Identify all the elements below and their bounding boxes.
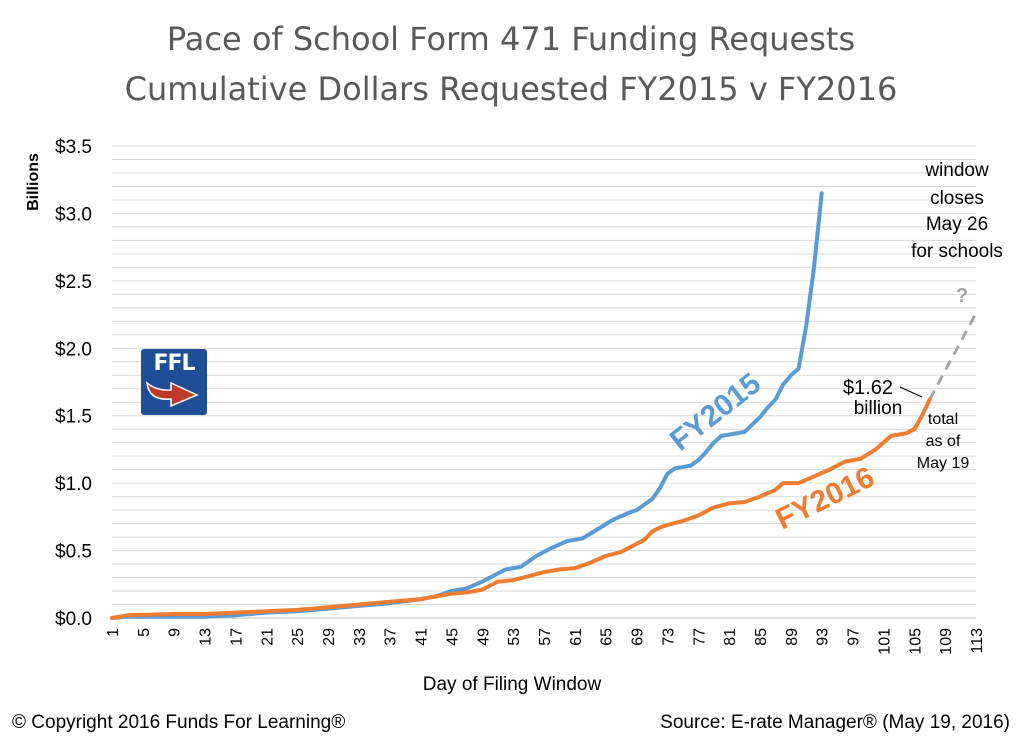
x-tick-label: 105 [907, 628, 924, 655]
ffl-logo-arrow-icon [146, 381, 199, 408]
current-value-label: $1.62 [843, 377, 893, 399]
y-tick-label: $0.5 [55, 542, 92, 563]
x-tick-label: 89 [784, 628, 801, 646]
y-tick-label: $2.5 [55, 272, 92, 293]
x-tick-label: 77 [691, 628, 708, 646]
as-of-note-line: as of [926, 433, 961, 450]
x-tick-label: 97 [846, 628, 863, 646]
x-tick-label: 69 [630, 628, 647, 646]
window-close-note-line: window [924, 160, 989, 181]
y-axis-title: Billions [25, 153, 42, 211]
y-tick-label: $1.0 [55, 474, 92, 495]
y-tick-label: $3.5 [55, 137, 92, 158]
x-tick-label: 93 [815, 628, 832, 646]
source-note: Source: E-rate Manager® (May 19, 2016) [660, 712, 1010, 733]
callout-line [899, 386, 923, 398]
x-tick-label: 49 [475, 628, 492, 646]
current-unit-label: billion [854, 398, 903, 419]
x-tick-label: 65 [599, 628, 616, 646]
x-tick-label: 21 [259, 628, 276, 646]
ffl-logo: FFL [141, 349, 207, 415]
x-axis-title: Day of Filing Window [423, 674, 602, 695]
chart-title: Pace of School Form 471 Funding Requests [166, 20, 856, 58]
x-tick-label: 1 [105, 628, 122, 637]
chart-subtitle: Cumulative Dollars Requested FY2015 v FY… [124, 70, 898, 108]
x-tick-label: 57 [537, 628, 554, 646]
y-tick-label: $2.0 [55, 339, 92, 360]
x-tick-label: 17 [228, 628, 245, 646]
series-line-fy2016 [110, 397, 932, 620]
series-label-fy2015: FY2015 [664, 367, 767, 458]
projection-line [928, 312, 978, 401]
x-tick-label: 81 [722, 628, 739, 646]
x-tick-label: 45 [444, 628, 461, 646]
as-of-note-line: total [928, 411, 958, 428]
x-tick-label: 109 [938, 628, 955, 655]
x-tick-label: 37 [383, 628, 400, 646]
y-tick-label: $3.0 [55, 204, 92, 225]
as-of-note-line: May 19 [917, 455, 970, 472]
logo-text: FFL [153, 351, 195, 376]
x-tick-label: 41 [414, 628, 431, 646]
projection-label: ? [956, 285, 968, 307]
window-close-note-line: May 26 [926, 214, 988, 235]
x-tick-label: 13 [198, 628, 215, 646]
x-tick-label: 113 [969, 628, 986, 654]
window-close-note-line: closes [930, 188, 984, 209]
x-tick-label: 61 [568, 628, 585, 646]
x-tick-label: 25 [290, 628, 307, 646]
x-tick-label: 85 [753, 628, 770, 646]
x-tick-label: 73 [660, 628, 677, 646]
y-tick-label: $0.0 [55, 609, 92, 630]
x-tick-label: 33 [352, 628, 369, 646]
x-tick-label: 101 [876, 628, 893, 655]
x-tick-label: 9 [167, 628, 184, 637]
x-tick-label: 29 [321, 628, 338, 646]
y-tick-label: $1.5 [55, 407, 92, 428]
window-close-note-line: for schools [911, 241, 1003, 262]
x-tick-label: 5 [136, 628, 153, 637]
copyright-notice: © Copyright 2016 Funds For Learning® [12, 712, 346, 733]
x-tick-label: 53 [506, 628, 523, 646]
